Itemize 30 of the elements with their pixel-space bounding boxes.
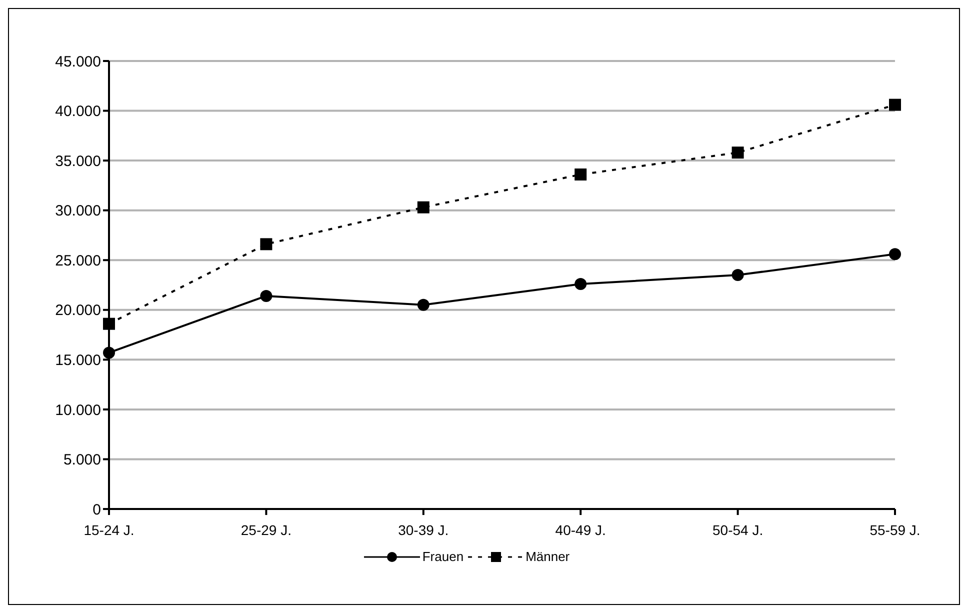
point (103, 318, 115, 330)
y-tick-label: 0 (92, 501, 101, 518)
x-tick-label: 30-39 J. (398, 522, 449, 538)
legend-label: Frauen (422, 549, 464, 564)
y-tick-label: 5.000 (63, 452, 101, 469)
x-tick-label: 25-29 J. (240, 522, 292, 538)
y-tick-label: 35.000 (55, 152, 101, 170)
y-tick-label: 25.000 (55, 252, 101, 270)
point (417, 298, 430, 311)
legend-label: Männer (526, 549, 570, 564)
point (889, 248, 901, 260)
x-tick-label: 15-24 J. (84, 522, 134, 538)
x-tick-label: 55-59 J. (870, 522, 920, 538)
point (732, 269, 744, 282)
point (417, 201, 430, 214)
y-tick-label: 45.000 (55, 53, 101, 70)
x-tick-label: 40-49 J. (555, 522, 606, 538)
point (260, 238, 272, 250)
y-tick-label: 40.000 (55, 103, 101, 120)
x-tick-label: 50-54 J. (712, 522, 764, 538)
point (260, 290, 272, 302)
point (889, 98, 901, 111)
point (732, 146, 744, 159)
y-tick-label: 30.000 (55, 202, 101, 220)
point (574, 278, 587, 290)
point (103, 346, 115, 359)
point (574, 168, 587, 180)
y-tick-label: 20.000 (55, 302, 101, 320)
y-tick-label: 15.000 (55, 352, 101, 369)
y-tick-label: 10.000 (55, 402, 101, 419)
